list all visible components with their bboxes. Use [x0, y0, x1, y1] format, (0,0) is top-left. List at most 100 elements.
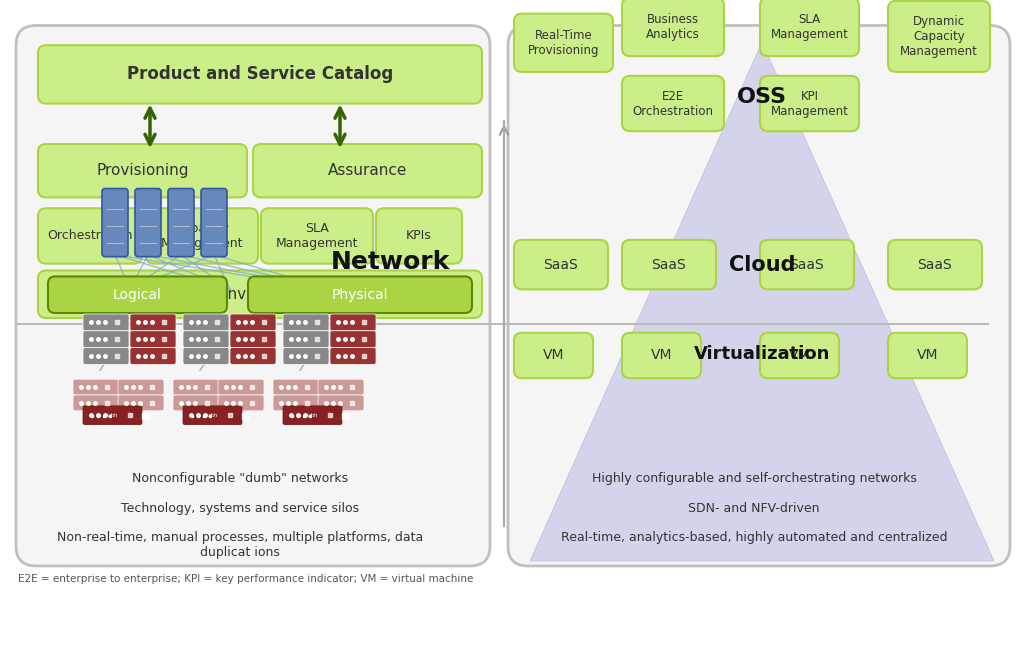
FancyBboxPatch shape [38, 270, 482, 318]
Text: Network: Network [331, 250, 450, 273]
FancyBboxPatch shape [514, 333, 593, 378]
FancyBboxPatch shape [146, 208, 258, 264]
FancyBboxPatch shape [514, 240, 608, 290]
FancyBboxPatch shape [283, 348, 329, 364]
FancyBboxPatch shape [83, 331, 129, 348]
Text: SLA
Management: SLA Management [275, 222, 358, 250]
FancyBboxPatch shape [273, 395, 319, 411]
FancyBboxPatch shape [330, 348, 376, 364]
FancyBboxPatch shape [73, 379, 119, 395]
FancyBboxPatch shape [283, 406, 342, 424]
FancyBboxPatch shape [622, 0, 724, 56]
FancyBboxPatch shape [508, 26, 1010, 566]
FancyBboxPatch shape [218, 395, 264, 411]
FancyBboxPatch shape [330, 331, 376, 348]
Text: Technology, systems and service silos: Technology, systems and service silos [121, 502, 359, 515]
FancyBboxPatch shape [888, 1, 990, 72]
Text: VM: VM [916, 348, 938, 362]
FancyBboxPatch shape [760, 333, 839, 378]
FancyBboxPatch shape [230, 314, 276, 331]
FancyBboxPatch shape [888, 240, 982, 290]
FancyBboxPatch shape [201, 188, 227, 257]
FancyBboxPatch shape [330, 314, 376, 331]
Text: SaaS: SaaS [544, 257, 579, 272]
FancyBboxPatch shape [514, 14, 613, 72]
Text: Non-real-time, manual processes, multiple platforms, data
duplicat ions: Non-real-time, manual processes, multipl… [57, 531, 423, 559]
Text: SaaS: SaaS [918, 257, 952, 272]
FancyBboxPatch shape [38, 45, 482, 104]
FancyBboxPatch shape [318, 395, 364, 411]
FancyBboxPatch shape [283, 314, 329, 331]
FancyBboxPatch shape [253, 144, 482, 197]
FancyBboxPatch shape [760, 76, 859, 131]
FancyBboxPatch shape [118, 379, 164, 395]
Text: Nonconfigurable "dumb" networks: Nonconfigurable "dumb" networks [132, 472, 348, 485]
Text: Logical: Logical [113, 288, 162, 302]
FancyBboxPatch shape [135, 188, 161, 257]
FancyBboxPatch shape [230, 348, 276, 364]
Text: KPI
Management: KPI Management [771, 90, 849, 117]
FancyBboxPatch shape [173, 395, 219, 411]
FancyBboxPatch shape [16, 26, 490, 566]
Text: Real-time, analytics-based, highly automated and centralized: Real-time, analytics-based, highly autom… [561, 531, 947, 544]
FancyBboxPatch shape [622, 76, 724, 131]
Text: ahh: ahh [108, 413, 118, 418]
FancyBboxPatch shape [230, 331, 276, 348]
FancyBboxPatch shape [218, 379, 264, 395]
Text: Assurance: Assurance [328, 163, 408, 178]
Text: SaaS: SaaS [790, 257, 824, 272]
Text: Highly configurable and self-orchestrating networks: Highly configurable and self-orchestrati… [592, 472, 916, 485]
Text: Orchestration: Orchestration [47, 230, 133, 243]
Text: SaaS: SaaS [651, 257, 686, 272]
Text: SDN- and NFV-driven: SDN- and NFV-driven [688, 502, 820, 515]
Text: Physical: Physical [332, 288, 388, 302]
FancyBboxPatch shape [130, 314, 176, 331]
Text: E2E = enterprise to enterprise; KPI = key performance indicator; VM = virtual ma: E2E = enterprise to enterprise; KPI = ke… [18, 574, 473, 584]
FancyBboxPatch shape [38, 144, 247, 197]
Text: VM: VM [650, 348, 672, 362]
Polygon shape [530, 43, 994, 561]
FancyBboxPatch shape [173, 379, 219, 395]
FancyBboxPatch shape [83, 406, 142, 424]
FancyBboxPatch shape [760, 240, 854, 290]
Text: Provisioning: Provisioning [96, 163, 188, 178]
Text: E2E
Orchestration: E2E Orchestration [633, 90, 714, 117]
Text: Business
Analytics: Business Analytics [646, 13, 699, 41]
FancyBboxPatch shape [38, 208, 142, 264]
Text: KPIs: KPIs [407, 230, 432, 243]
Text: VM: VM [788, 348, 810, 362]
Text: OSS: OSS [737, 86, 787, 106]
FancyBboxPatch shape [183, 314, 229, 331]
Text: Cloud: Cloud [729, 255, 796, 275]
FancyBboxPatch shape [183, 406, 242, 424]
FancyBboxPatch shape [183, 348, 229, 364]
Text: ahh: ahh [208, 413, 218, 418]
FancyBboxPatch shape [168, 188, 194, 257]
FancyBboxPatch shape [48, 277, 227, 313]
FancyBboxPatch shape [130, 331, 176, 348]
Text: VM: VM [543, 348, 564, 362]
FancyBboxPatch shape [318, 379, 364, 395]
FancyBboxPatch shape [376, 208, 462, 264]
FancyBboxPatch shape [183, 331, 229, 348]
Text: Virtualization: Virtualization [694, 344, 830, 362]
FancyBboxPatch shape [273, 379, 319, 395]
Text: Real-Time
Provisioning: Real-Time Provisioning [527, 29, 599, 57]
FancyBboxPatch shape [261, 208, 373, 264]
FancyBboxPatch shape [130, 348, 176, 364]
FancyBboxPatch shape [118, 395, 164, 411]
Text: ahh: ahh [308, 413, 318, 418]
Text: SLA
Management: SLA Management [771, 13, 849, 41]
Text: Capacity
Management: Capacity Management [161, 222, 244, 250]
FancyBboxPatch shape [83, 348, 129, 364]
FancyBboxPatch shape [760, 0, 859, 56]
FancyBboxPatch shape [622, 333, 701, 378]
FancyBboxPatch shape [73, 395, 119, 411]
FancyBboxPatch shape [283, 331, 329, 348]
Text: Inventory: Inventory [223, 287, 297, 302]
FancyBboxPatch shape [102, 188, 128, 257]
FancyBboxPatch shape [248, 277, 472, 313]
FancyBboxPatch shape [83, 314, 129, 331]
Text: Dynamic
Capacity
Management: Dynamic Capacity Management [900, 15, 978, 58]
FancyBboxPatch shape [622, 240, 716, 290]
